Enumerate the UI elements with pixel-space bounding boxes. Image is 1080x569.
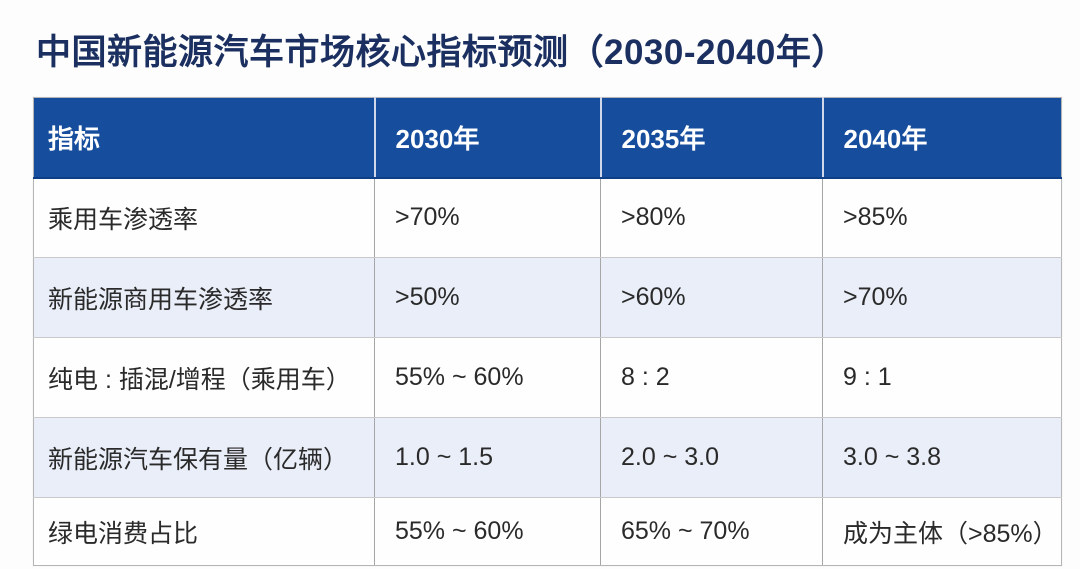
table-row-bev-phev-ratio: 纯电 : 插混/增程（乘用车） 55% ~ 60% 8 : 2 9 : 1 xyxy=(33,337,1062,418)
indicator-cell: 新能源汽车保有量（亿辆） xyxy=(33,417,375,498)
header-row: 指标 2030年 2035年 2040年 xyxy=(33,97,1062,179)
table-header: 指标 2030年 2035年 2040年 xyxy=(33,97,1062,179)
value-cell-2030: >50% xyxy=(374,257,601,338)
column-header-2030: 2030年 xyxy=(374,97,602,179)
indicator-cell: 新能源商用车渗透率 xyxy=(33,257,375,338)
value-cell-2030: 1.0 ~ 1.5 xyxy=(374,417,601,498)
table-body: 乘用车渗透率 >70% >80% >85% 新能源商用车渗透率 >50% >60… xyxy=(33,177,1062,566)
value-cell-2040: 成为主体（>85%） xyxy=(822,497,1062,566)
value-cell-2040: 3.0 ~ 3.8 xyxy=(822,417,1062,498)
indicator-cell: 乘用车渗透率 xyxy=(33,177,375,258)
indicator-cell: 绿电消费占比 xyxy=(33,497,375,566)
forecast-table: 指标 2030年 2035年 2040年 乘用车渗透率 >70% >80% >8… xyxy=(33,97,1062,566)
column-header-2035: 2035年 xyxy=(600,97,824,179)
value-cell-2030: >70% xyxy=(374,177,601,258)
value-cell-2035: 65% ~ 70% xyxy=(600,497,823,566)
value-cell-2035: >80% xyxy=(600,177,823,258)
table-row-green-electricity-share: 绿电消费占比 55% ~ 60% 65% ~ 70% 成为主体（>85%） xyxy=(33,497,1062,566)
table-row-passenger-penetration: 乘用车渗透率 >70% >80% >85% xyxy=(33,177,1062,258)
value-cell-2040: >70% xyxy=(822,257,1062,338)
indicator-cell: 纯电 : 插混/增程（乘用车） xyxy=(33,337,375,418)
value-cell-2030: 55% ~ 60% xyxy=(374,337,601,418)
value-cell-2035: >60% xyxy=(600,257,823,338)
table-row-nev-ownership: 新能源汽车保有量（亿辆） 1.0 ~ 1.5 2.0 ~ 3.0 3.0 ~ 3… xyxy=(33,417,1062,498)
value-cell-2040: 9 : 1 xyxy=(822,337,1062,418)
value-cell-2035: 8 : 2 xyxy=(600,337,823,418)
column-header-2040: 2040年 xyxy=(822,97,1062,179)
value-cell-2030: 55% ~ 60% xyxy=(374,497,601,566)
page-title: 中国新能源汽车市场核心指标预测（2030-2040年） xyxy=(36,33,847,72)
table-row-commercial-penetration: 新能源商用车渗透率 >50% >60% >70% xyxy=(33,257,1062,338)
value-cell-2035: 2.0 ~ 3.0 xyxy=(600,417,823,498)
value-cell-2040: >85% xyxy=(822,177,1062,258)
column-header-indicator: 指标 xyxy=(33,97,376,179)
